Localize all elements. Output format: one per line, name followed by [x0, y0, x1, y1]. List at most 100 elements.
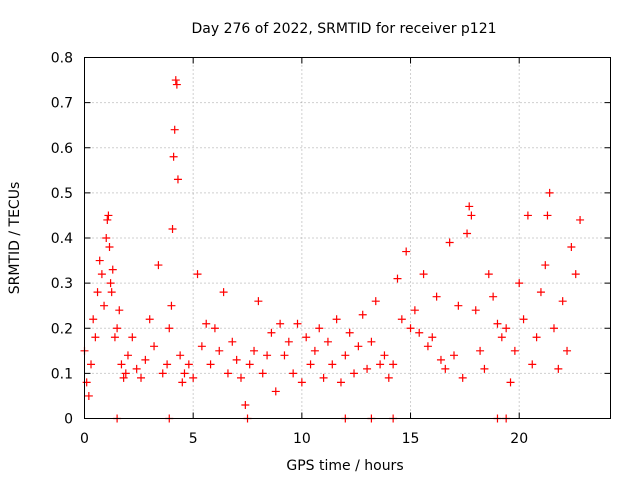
- data-point: [102, 234, 111, 242]
- data-point: [406, 324, 415, 333]
- y-tick-labels: 0 0.1 0.2 0.3 0.4 0.5 0.6 0.7 0.8: [51, 51, 73, 428]
- data-point: [104, 211, 113, 220]
- data-point: [115, 306, 124, 315]
- y-axis-label: SRMTID / TECUs: [7, 182, 23, 295]
- data-point: [197, 342, 206, 351]
- data-point: [563, 346, 572, 355]
- data-point: [113, 324, 122, 333]
- data-point: [184, 360, 193, 369]
- data-point: [178, 378, 187, 387]
- data-point: [119, 373, 128, 382]
- data-point: [554, 364, 563, 373]
- data-point: [165, 324, 174, 333]
- y-tick-label: 0.8: [51, 51, 73, 67]
- data-point: [232, 355, 241, 364]
- data-point: [415, 328, 424, 337]
- data-point: [397, 315, 406, 324]
- data-point: [241, 400, 250, 409]
- data-point: [567, 243, 576, 252]
- data-point: [267, 328, 276, 337]
- data-point: [170, 125, 179, 134]
- data-point: [515, 279, 524, 288]
- data-point: [84, 391, 93, 400]
- data-point: [215, 346, 224, 355]
- chart-title: Day 276 of 2022, SRMTID for receiver p12…: [191, 21, 496, 37]
- data-point: [271, 387, 280, 396]
- data-point: [450, 351, 459, 360]
- data-point: [458, 373, 467, 382]
- data-point: [263, 351, 272, 360]
- data-point: [571, 270, 580, 279]
- data-point: [132, 364, 141, 373]
- data-point: [558, 297, 567, 306]
- data-point: [306, 360, 315, 369]
- data-point: [128, 333, 137, 342]
- data-point: [123, 351, 132, 360]
- x-tick-label: 10: [293, 431, 311, 447]
- data-point: [358, 310, 367, 319]
- data-point: [89, 315, 98, 324]
- data-point: [541, 261, 550, 270]
- data-point: [476, 346, 485, 355]
- y-tick-label: 0.2: [51, 321, 73, 337]
- data-point: [489, 292, 498, 301]
- data-point: [532, 333, 541, 342]
- data-point: [91, 333, 100, 342]
- data-point: [367, 337, 376, 346]
- data-point: [105, 243, 114, 252]
- data-point: [106, 279, 115, 288]
- x-tick-label: 15: [402, 431, 420, 447]
- data-point: [107, 288, 116, 297]
- data-point: [108, 265, 117, 274]
- data-point: [502, 324, 511, 333]
- data-point: [193, 270, 202, 279]
- data-point: [332, 315, 341, 324]
- data-point: [206, 360, 215, 369]
- data-point: [354, 342, 363, 351]
- data-point: [121, 369, 130, 378]
- data-point: [219, 288, 228, 297]
- data-point: [276, 319, 285, 328]
- data-point: [145, 315, 154, 324]
- data-point: [528, 360, 537, 369]
- y-tick-label: 0.3: [51, 276, 73, 292]
- data-point: [519, 315, 528, 324]
- data-point: [158, 369, 167, 378]
- data-point: [95, 256, 104, 265]
- data-point: [315, 324, 324, 333]
- data-point: [319, 373, 328, 382]
- data-point: [523, 211, 532, 220]
- data-point: [454, 301, 463, 310]
- data-point: [189, 373, 198, 382]
- data-point: [341, 351, 350, 360]
- x-tick-label: 20: [510, 431, 528, 447]
- data-point: [87, 360, 96, 369]
- data-point: [419, 270, 428, 279]
- data-point: [289, 369, 298, 378]
- data-point: [258, 369, 267, 378]
- data-point: [169, 152, 178, 161]
- data-point: [441, 364, 450, 373]
- data-point: [163, 360, 172, 369]
- data-point: [493, 319, 502, 328]
- data-point: [543, 211, 552, 220]
- data-point: [284, 337, 293, 346]
- data-point: [210, 324, 219, 333]
- data-point: [389, 360, 398, 369]
- data-point: [371, 297, 380, 306]
- data-point: [103, 215, 112, 224]
- data-point: [549, 324, 558, 333]
- data-point: [167, 301, 176, 310]
- data-point: [82, 378, 91, 387]
- data-point: [465, 202, 474, 211]
- data-point: [202, 319, 211, 328]
- data-point: [171, 76, 180, 85]
- data-point: [117, 360, 126, 369]
- data-point: [168, 224, 177, 233]
- data-point: [154, 261, 163, 270]
- data-point: [428, 333, 437, 342]
- data-point: [497, 333, 506, 342]
- y-tick-label: 0.6: [51, 141, 73, 157]
- data-point: [110, 333, 119, 342]
